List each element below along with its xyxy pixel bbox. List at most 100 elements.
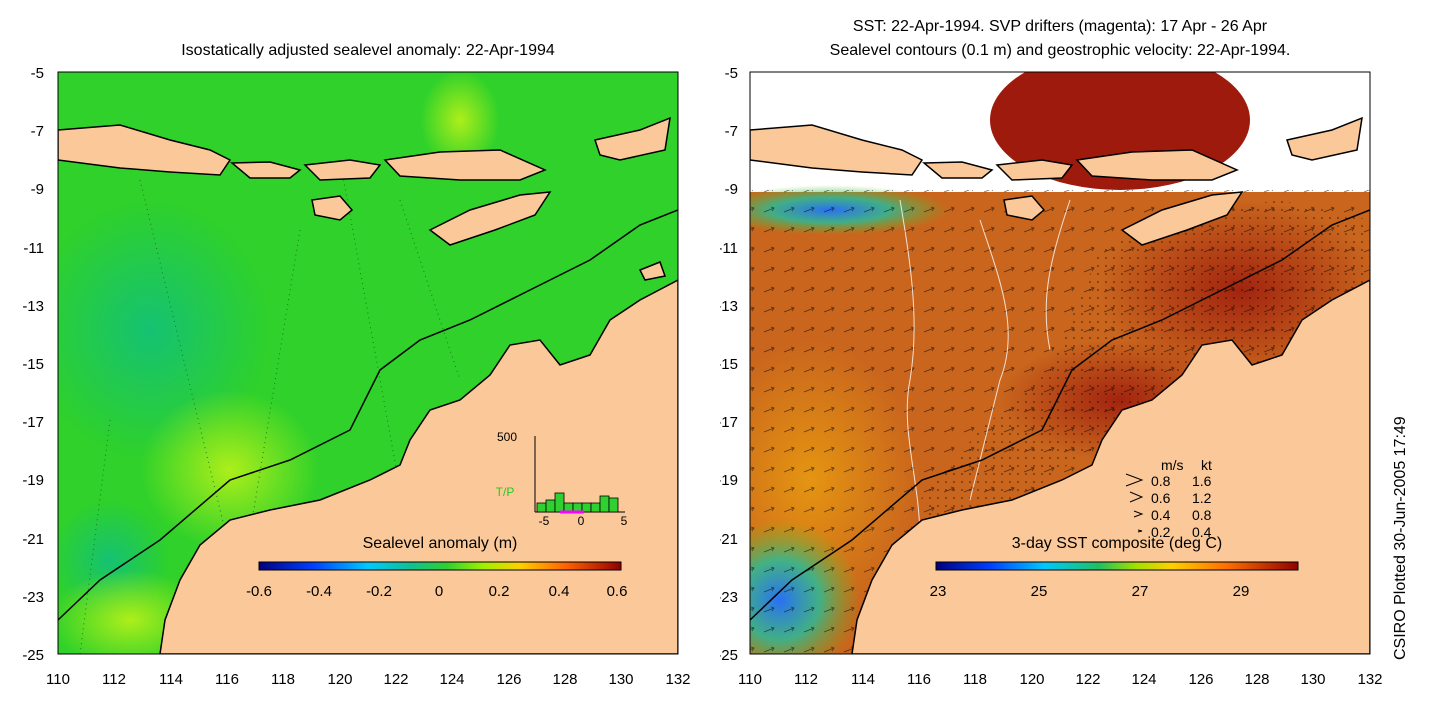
melville-island bbox=[638, 261, 666, 281]
lat-tick: -25 bbox=[22, 647, 44, 664]
lat-tick: -19 bbox=[22, 472, 44, 489]
sla-high-region-north bbox=[420, 72, 500, 170]
inset-bar bbox=[608, 497, 619, 513]
tp-inset-histogram: 500 T/P -5 0 5 bbox=[496, 430, 628, 528]
inset-bar bbox=[545, 499, 556, 513]
sst-colorbar-tick: 25 bbox=[1031, 583, 1048, 600]
shelf-drift-field bbox=[920, 200, 1370, 560]
lon-tick: 130 bbox=[608, 671, 633, 688]
right-map-title-line1: SST: 22-Apr-1994. SVP drifters (magenta)… bbox=[852, 18, 1268, 35]
lon-tick: 114 bbox=[851, 671, 875, 688]
sumbawa-island bbox=[995, 159, 1074, 181]
plot-credit: CSIRO Plotted 30-Jun-2005 17:49 bbox=[1392, 416, 1409, 660]
lon-tick: 124 bbox=[439, 671, 464, 688]
lat-tick: -5 bbox=[725, 65, 738, 82]
lon-tick: 116 bbox=[215, 671, 239, 688]
sumba-island bbox=[311, 195, 354, 221]
lat-tick: -11 bbox=[720, 240, 738, 257]
lat-tick: -7 bbox=[725, 123, 738, 140]
lon-tick: 120 bbox=[1019, 671, 1044, 688]
tanimbar-island bbox=[594, 116, 671, 161]
lat-tick: -5 bbox=[31, 65, 44, 82]
java-island bbox=[58, 124, 232, 176]
lat-tick: -23 bbox=[720, 589, 738, 606]
left-lat-axis: -5 -7 -9 -11 -13 -15 -17 -19 -21 -23 -25 bbox=[22, 65, 44, 664]
timor-island bbox=[1120, 191, 1244, 246]
lat-tick: -17 bbox=[720, 414, 738, 431]
flores-island bbox=[1075, 149, 1239, 181]
sst-colorbar bbox=[935, 561, 1299, 571]
flores-island bbox=[383, 149, 547, 181]
sumbawa-island bbox=[303, 159, 382, 181]
lat-tick: -9 bbox=[31, 181, 44, 198]
lon-tick: 126 bbox=[496, 671, 521, 688]
lat-tick: -23 bbox=[22, 589, 44, 606]
sla-colorbar-label: Sealevel anomaly (m) bbox=[363, 535, 518, 552]
right-map-title-line2: Sealevel contours (0.1 m) and geostrophi… bbox=[829, 42, 1291, 59]
lat-tick: -9 bbox=[725, 181, 738, 198]
lon-tick: 116 bbox=[907, 671, 931, 688]
lon-tick: 110 bbox=[46, 671, 70, 688]
lon-tick: 110 bbox=[738, 671, 762, 688]
speed-legend-ms: 0.4 bbox=[1151, 507, 1171, 523]
timor-island bbox=[428, 191, 552, 246]
sst-colorbar-tick: 23 bbox=[930, 583, 947, 600]
lat-tick: -21 bbox=[22, 531, 44, 548]
lon-tick: 118 bbox=[963, 671, 987, 688]
right-map-frame bbox=[749, 71, 1371, 655]
australia-mainland bbox=[851, 279, 1370, 654]
velocity-speed-legend: m/s kt 0.8 1.6 0.6 1.2 0.4 0.8 0.2 0.4 bbox=[1125, 457, 1212, 540]
lon-tick: 128 bbox=[552, 671, 577, 688]
left-lon-axis: 110 112 114 116 118 120 122 124 126 128 … bbox=[46, 671, 690, 688]
speed-legend-header-ms: m/s bbox=[1161, 457, 1184, 473]
speed-legend-kt: 0.4 bbox=[1192, 524, 1212, 540]
speed-legend-kt: 0.8 bbox=[1192, 507, 1212, 523]
sealevel-map: -5 -7 -9 -11 -13 -15 -17 -19 -21 -23 -25… bbox=[22, 65, 690, 688]
sst-colorbar-tick: 29 bbox=[1233, 583, 1250, 600]
lat-tick: -17 bbox=[22, 414, 44, 431]
left-map-title: Isostatically adjusted sealevel anomaly:… bbox=[181, 42, 555, 59]
lon-tick: 118 bbox=[271, 671, 295, 688]
lon-tick: 130 bbox=[1300, 671, 1325, 688]
inset-bar bbox=[554, 492, 565, 513]
sla-colorbar-tick: -0.6 bbox=[246, 583, 272, 600]
lat-tick: -21 bbox=[720, 531, 738, 548]
sst-colorbar-ticks: 23 25 27 29 bbox=[930, 583, 1250, 600]
lon-tick: 122 bbox=[1075, 671, 1100, 688]
shelf-edge-isobath bbox=[750, 209, 1370, 621]
lat-tick: -15 bbox=[22, 356, 44, 373]
lon-tick: 112 bbox=[102, 671, 126, 688]
inset-bar bbox=[590, 502, 601, 513]
lon-tick: 126 bbox=[1188, 671, 1213, 688]
tanimbar-island bbox=[1286, 116, 1363, 161]
lon-tick: 132 bbox=[1357, 671, 1382, 688]
sst-colorbar-label: 3-day SST composite (deg C) bbox=[1012, 535, 1222, 552]
sst-map: -5 -7 -9 -11 -13 -15 -17 -19 -21 -23 -25… bbox=[720, 65, 1383, 688]
lon-tick: 122 bbox=[383, 671, 408, 688]
inset-ymax-label: 500 bbox=[497, 430, 517, 444]
lat-tick: -11 bbox=[23, 240, 44, 257]
lon-tick: 132 bbox=[665, 671, 690, 688]
right-lon-axis: 110 112 114 116 118 120 122 124 126 128 … bbox=[738, 671, 1382, 688]
inset-bar bbox=[536, 502, 547, 513]
bali-lombok-island bbox=[229, 161, 302, 179]
sumba-island bbox=[1003, 195, 1046, 221]
sla-colorbar-tick: 0.6 bbox=[607, 583, 628, 600]
sst-colorbar-tick: 27 bbox=[1132, 583, 1149, 600]
lat-tick: -19 bbox=[720, 472, 738, 489]
inset-bar bbox=[599, 495, 610, 513]
right-lat-axis: -5 -7 -9 -11 -13 -15 -17 -19 -21 -23 -25 bbox=[720, 65, 738, 664]
speed-arrow-icon bbox=[1129, 491, 1144, 503]
bali-lombok-island bbox=[921, 161, 994, 179]
speed-arrow-icon bbox=[1133, 510, 1144, 518]
lat-tick: -13 bbox=[720, 298, 738, 315]
sla-colorbar-tick: -0.4 bbox=[306, 583, 332, 600]
lat-tick: -25 bbox=[720, 647, 738, 664]
lon-tick: 120 bbox=[327, 671, 352, 688]
sla-colorbar-tick: -0.2 bbox=[366, 583, 392, 600]
sla-colorbar-tick: 0.4 bbox=[549, 583, 570, 600]
shelf-edge-isobath bbox=[58, 209, 678, 621]
lon-tick: 112 bbox=[794, 671, 818, 688]
inset-x-tick: 0 bbox=[578, 514, 585, 528]
speed-legend-ms: 0.2 bbox=[1151, 524, 1171, 540]
